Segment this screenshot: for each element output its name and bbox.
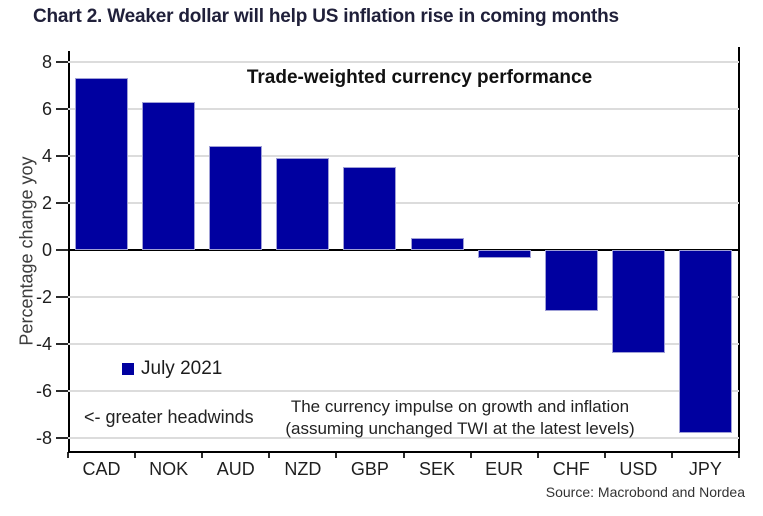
y-tick-label: 6 — [41, 98, 52, 119]
y-tick-mark — [56, 436, 68, 439]
gridline-y-4 — [68, 342, 739, 345]
gridline-y-8 — [68, 436, 739, 439]
bar-NZD — [276, 158, 330, 250]
x-tick-mark — [603, 452, 606, 458]
x-axis-label-EUR: EUR — [485, 459, 524, 479]
x-axis-label-JPY: JPY — [688, 459, 722, 479]
y-tick-mark — [56, 154, 68, 157]
y-axis-line — [68, 51, 70, 452]
y-tick-label: -8 — [35, 427, 52, 448]
x-tick-mark — [469, 452, 472, 458]
y-tick-mark — [56, 389, 68, 392]
gridline-y8 — [68, 60, 739, 63]
x-axis-label-CAD: CAD — [82, 459, 121, 479]
x-tick-mark — [201, 452, 204, 458]
gridline-y2 — [68, 201, 739, 204]
x-axis-label-NOK: NOK — [149, 459, 189, 479]
y-tick-label: -2 — [35, 286, 52, 307]
bar-USD — [611, 249, 665, 354]
y-tick-mark — [56, 60, 68, 63]
bar-NOK — [142, 101, 196, 250]
gridline-y-6 — [68, 389, 739, 392]
bar-EUR — [477, 249, 531, 258]
source-note: Source: Macrobond and Nordea — [545, 484, 745, 500]
x-tick-mark — [335, 452, 338, 458]
y-tick-label: 4 — [41, 145, 52, 166]
gridline-y-2 — [68, 295, 739, 298]
y-tick-mark — [56, 107, 68, 110]
x-axis-line — [68, 451, 740, 453]
y-tick-mark — [56, 295, 68, 298]
legend-swatch-icon — [122, 363, 134, 375]
y-tick-mark — [56, 342, 68, 345]
x-axis-label-NZD: NZD — [284, 459, 322, 479]
annotation-currency-impulse: The currency impulse on growth and infla… — [285, 397, 635, 438]
bar-CAD — [75, 78, 129, 250]
x-tick-mark — [670, 452, 673, 458]
x-axis-label-USD: USD — [619, 459, 658, 479]
y-tick-mark — [56, 248, 68, 251]
gridline-y6 — [68, 107, 739, 110]
y-tick-label: 2 — [41, 192, 52, 213]
y-axis-title: Percentage change yoy — [16, 156, 37, 346]
x-tick-mark — [536, 452, 539, 458]
legend-label: July 2021 — [141, 358, 223, 379]
chart-inner-title: Trade-weighted currency performance — [246, 67, 593, 88]
bar-CHF — [544, 249, 598, 311]
y-tick-label: 0 — [41, 239, 52, 260]
y-tick-label: -4 — [35, 333, 52, 354]
y-tick-mark — [56, 201, 68, 204]
annotation-greater-headwinds: <- greater headwinds — [84, 407, 254, 427]
x-axis-label-AUD: AUD — [216, 459, 255, 479]
x-axis-label-CHF: CHF — [552, 459, 590, 479]
x-axis-label-GBP: GBP — [350, 459, 389, 479]
x-tick-mark — [738, 452, 740, 458]
zero-line — [68, 248, 739, 251]
gridline-y4 — [68, 154, 739, 157]
page-title: Chart 2. Weaker dollar will help US infl… — [33, 6, 619, 27]
bar-SEK — [410, 237, 464, 250]
bar-GBP — [343, 167, 397, 250]
x-axis-label-SEK: SEK — [419, 459, 456, 479]
x-tick-mark — [402, 452, 405, 458]
x-tick-mark — [134, 452, 137, 458]
y-tick-label: -6 — [35, 380, 52, 401]
x-tick-mark — [67, 452, 69, 458]
x-tick-mark — [268, 452, 271, 458]
y-tick-label: 8 — [41, 51, 52, 72]
bar-JPY — [678, 249, 732, 434]
right-border-line — [738, 47, 740, 452]
legend: July 2021 — [122, 358, 222, 380]
bar-AUD — [209, 146, 263, 250]
